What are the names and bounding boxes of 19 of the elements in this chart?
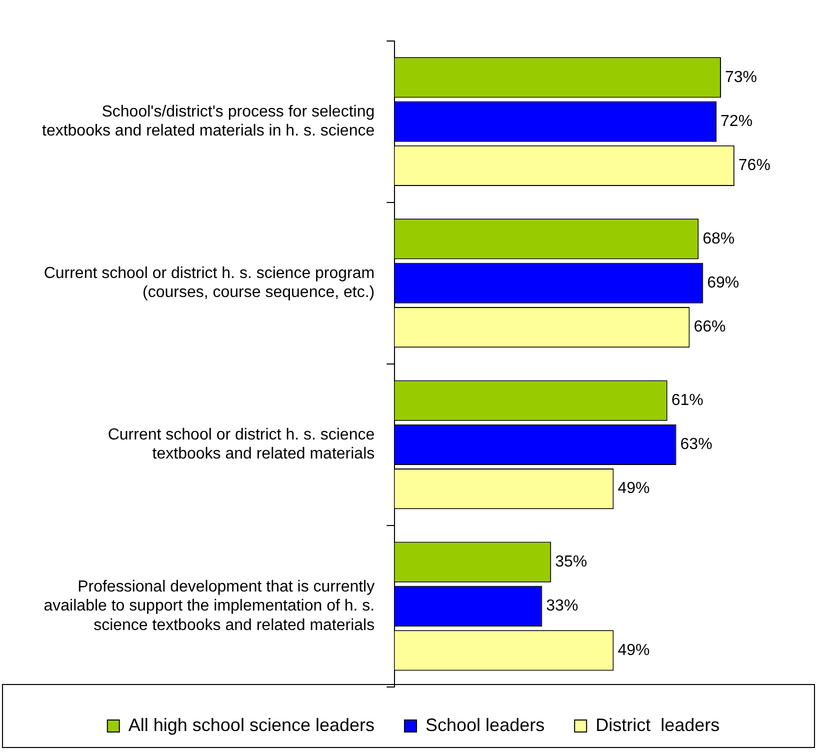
data-label: 72% (720, 112, 753, 130)
y-tick-label: Current school or district h. s. science textbooks and related materials (108, 426, 375, 463)
data-label: 35% (555, 553, 588, 570)
data-label: 49% (618, 480, 650, 498)
legend-label: School leaders (426, 714, 545, 735)
legend-label: All high school science leaders (128, 714, 375, 735)
data-label: 49% (618, 642, 650, 659)
y-tick-label: School's/district's process for selecting textbooks and related materials in h. s. science (42, 103, 375, 140)
data-label: 76% (738, 157, 770, 174)
data-label: 68% (702, 230, 735, 248)
data-label: 73% (724, 68, 758, 86)
y-tick-label: Professional development that is currently available to support the implementation of h. s. science textbooks and related materials (44, 578, 375, 634)
data-label: 69% (707, 274, 740, 292)
data-label: 33% (546, 598, 578, 615)
data-label: 63% (680, 436, 712, 454)
y-tick-label: Current school or district h. s. science program (courses, course sequence, etc.) (44, 264, 375, 302)
legend-label: District leaders (596, 714, 720, 735)
data-label: 66% (694, 318, 726, 336)
data-label: 61% (671, 392, 704, 409)
